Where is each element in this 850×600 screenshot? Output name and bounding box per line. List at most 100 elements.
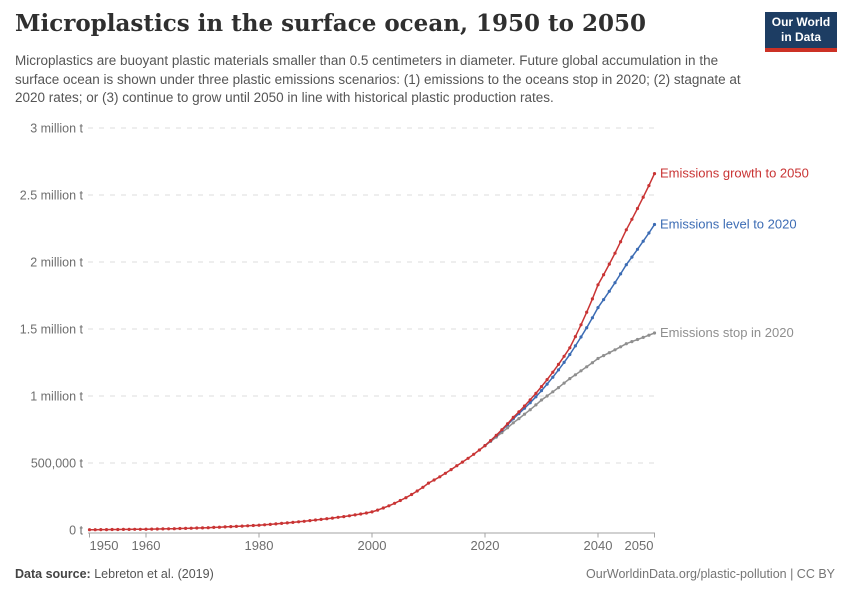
data-point [364,511,368,515]
data-point [195,526,199,530]
data-point [500,428,504,432]
data-point [319,517,323,522]
data-source: Data source: Lebreton et al. (2019) [15,567,214,581]
data-point [652,331,657,335]
y-axis-tick-label: 3 million t [30,122,83,136]
data-point [585,365,589,369]
data-point [483,444,487,448]
data-point [359,512,363,516]
series-label-emissions-growth-to-2050[interactable]: Emissions growth to 2050 [660,166,809,181]
data-point [551,390,555,394]
logo-red-stripe [765,48,837,52]
data-point [150,527,154,531]
y-axis-tick-label: 2 million t [30,256,83,270]
data-point [562,354,566,358]
data-point [573,344,578,348]
data-point [370,510,374,514]
data-point [613,251,617,255]
data-point [596,306,600,310]
data-point [607,262,611,266]
data-point [522,412,527,416]
data-point [477,448,481,452]
data-point [568,346,572,350]
x-axis-tick-label: 2050 [625,538,654,553]
data-point [297,520,301,524]
data-point [246,524,250,528]
x-axis-tick-label: 2000 [358,538,387,553]
data-point [573,373,578,377]
data-point [104,528,109,532]
data-point [568,377,572,381]
credit-link[interactable]: OurWorldinData.org/plastic-pollution | C… [586,567,835,581]
data-point [189,526,193,530]
data-point [251,523,255,528]
data-point [630,340,634,344]
x-axis-tick-label: 2040 [584,538,613,553]
data-point [511,421,515,425]
data-point [539,398,544,402]
data-point [647,184,651,188]
data-point [602,273,606,277]
data-point [528,401,532,405]
data-point [223,525,227,529]
data-point [556,362,561,366]
data-point [460,460,464,464]
data-point [528,408,532,412]
owid-logo[interactable]: Our World in Data [765,12,837,52]
x-axis-tick-label: 1980 [245,538,274,553]
data-point [590,297,595,301]
data-point [200,526,205,530]
data-point [178,526,182,531]
data-point [268,522,272,527]
data-point [585,326,589,330]
x-axis-tick-label: 2020 [471,538,500,553]
series-line[interactable] [89,173,656,531]
chart-subtitle: Microplastics are buoyant plastic materi… [15,53,741,105]
data-point [652,172,657,176]
data-point [138,527,142,531]
data-point [624,263,628,267]
data-point [506,422,510,426]
data-point [432,478,436,482]
data-point [121,527,125,532]
data-point [494,433,498,437]
data-point [641,195,645,199]
data-source-label: Data source: [15,567,91,581]
x-axis-tick-label: 1960 [132,538,161,553]
data-point [619,272,623,276]
data-point [647,333,651,337]
data-point [551,370,555,374]
data-point [449,468,453,472]
data-point [93,528,97,532]
data-point [613,348,617,352]
data-point [579,335,583,339]
series-label-emissions-stop-in-2020[interactable]: Emissions stop in 2020 [660,325,794,340]
data-point [398,498,402,503]
data-point [410,492,414,497]
data-point [212,525,216,530]
data-point [596,356,600,361]
data-point [240,524,244,528]
data-point [534,403,538,407]
y-axis-tick-label: 500,000 t [31,457,84,471]
data-point [415,489,419,493]
data-point [641,239,645,243]
data-point [517,417,521,421]
series-label-emissions-level-to-2020[interactable]: Emissions level to 2020 [660,216,797,231]
series-emissions-stop-in-2020[interactable]: Emissions stop in 2020 [483,325,794,448]
data-point [489,439,493,443]
y-axis-tick-label: 1.5 million t [20,323,84,337]
chart-footer: Data source: Lebreton et al. (2019) OurW… [15,567,835,581]
data-point [387,504,391,508]
data-point [161,527,165,531]
data-point [144,527,148,531]
series-line[interactable] [484,224,656,447]
series-emissions-growth-to-2050[interactable]: Emissions growth to 2050 [87,166,809,532]
page-title: Microplastics in the surface ocean, 1950… [15,10,646,37]
series-line[interactable] [484,332,655,447]
x-axis-tick-label: 1950 [90,538,119,553]
data-point [127,527,131,532]
data-point [99,528,103,532]
data-point [347,514,351,518]
data-point [534,391,538,395]
